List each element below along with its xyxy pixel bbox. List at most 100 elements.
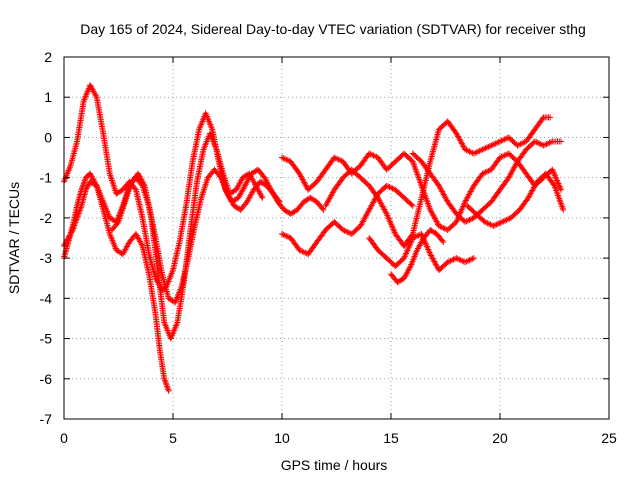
- x-tick-label: 0: [60, 430, 68, 446]
- data-point-marker: [547, 139, 554, 146]
- data-point-marker: [435, 222, 442, 229]
- data-point-marker: [478, 147, 485, 154]
- data-point-marker: [454, 255, 461, 262]
- data-point-marker: [335, 156, 342, 163]
- data-point-marker: [466, 148, 473, 155]
- data-point-marker: [450, 256, 457, 263]
- data-point-marker: [481, 145, 488, 152]
- x-tick-label: 5: [169, 430, 177, 446]
- data-point-marker: [531, 138, 538, 145]
- data-point-marker: [320, 206, 327, 213]
- data-point-marker: [444, 259, 451, 266]
- data-point-marker: [388, 184, 394, 191]
- data-point-marker: [367, 151, 374, 158]
- data-point-marker: [462, 218, 469, 225]
- data-point-marker: [456, 256, 463, 263]
- x-tick-label: 20: [492, 430, 508, 446]
- data-point-marker: [482, 145, 489, 152]
- data-point-marker: [539, 115, 546, 122]
- data-point-marker: [385, 183, 392, 190]
- data-point-marker: [84, 182, 91, 189]
- data-point-marker: [496, 220, 503, 227]
- data-point-marker: [467, 149, 474, 156]
- data-point-marker: [558, 186, 565, 193]
- x-tick-label: 10: [274, 430, 290, 446]
- x-tick-label: 25: [601, 430, 617, 446]
- data-point-marker: [476, 147, 483, 154]
- data-points: [61, 82, 567, 394]
- data-point-marker: [487, 221, 494, 228]
- data-point-marker: [462, 146, 469, 153]
- data-point-marker: [383, 182, 390, 189]
- data-point-marker: [281, 155, 288, 162]
- data-point-marker: [547, 114, 554, 121]
- data-point-marker: [438, 224, 445, 231]
- series-prn-c: [61, 170, 172, 394]
- data-point-marker: [466, 216, 473, 223]
- data-point-marker: [279, 230, 285, 237]
- data-point-marker: [465, 257, 472, 264]
- data-point-marker: [297, 247, 304, 254]
- data-point-marker: [467, 216, 474, 223]
- data-point-marker: [483, 144, 490, 151]
- data-point-marker: [482, 169, 489, 176]
- data-point-marker: [537, 141, 544, 148]
- data-point-marker: [465, 217, 472, 224]
- data-point-marker: [542, 141, 549, 148]
- data-point-marker: [466, 257, 473, 264]
- data-point-marker: [544, 140, 551, 147]
- data-point-marker: [409, 235, 416, 241]
- y-tick-label: -2: [40, 210, 53, 226]
- data-point-marker: [409, 202, 416, 209]
- data-point-marker: [284, 233, 291, 240]
- data-point-marker: [412, 233, 419, 240]
- data-point-marker: [502, 217, 509, 224]
- data-point-marker: [449, 257, 456, 264]
- y-tick-label: -4: [40, 290, 53, 306]
- data-point-marker: [536, 140, 543, 147]
- data-point-marker: [275, 197, 282, 204]
- data-point-marker: [534, 139, 541, 146]
- data-point-marker: [334, 155, 341, 162]
- x-axis-label: GPS time / hours: [281, 457, 388, 473]
- data-point-marker: [446, 258, 453, 265]
- data-point-marker: [495, 139, 502, 146]
- series-prn-a: [61, 82, 327, 294]
- data-point-marker: [481, 169, 488, 176]
- data-point-marker: [299, 248, 306, 255]
- data-point-marker: [281, 232, 288, 239]
- data-point-marker: [463, 258, 470, 265]
- data-point-marker: [540, 142, 547, 149]
- y-tick-label: 2: [44, 49, 52, 65]
- data-point-marker: [340, 226, 347, 233]
- data-point-marker: [280, 155, 287, 162]
- data-point-marker: [283, 232, 290, 239]
- data-point-marker: [499, 137, 506, 144]
- y-tick-label: -5: [40, 331, 53, 347]
- data-point-marker: [453, 255, 460, 262]
- series-prn-i: [409, 138, 565, 225]
- data-point-marker: [499, 218, 506, 225]
- data-point-marker: [494, 139, 501, 146]
- data-point-marker: [462, 259, 469, 266]
- data-point-marker: [472, 149, 479, 156]
- data-point-marker: [440, 224, 447, 231]
- data-point-marker: [465, 147, 472, 154]
- data-point-marker: [498, 153, 505, 160]
- data-point-marker: [457, 257, 464, 264]
- data-point-marker: [486, 220, 493, 227]
- data-point-marker: [497, 154, 503, 161]
- series-prn-h: [366, 230, 477, 274]
- data-point-marker: [543, 141, 550, 148]
- data-point-marker: [488, 142, 495, 149]
- data-point-marker: [475, 148, 482, 155]
- data-point-marker: [463, 147, 470, 154]
- data-point-marker: [517, 141, 524, 148]
- data-point-marker: [366, 150, 373, 157]
- data-point-marker: [447, 257, 454, 264]
- data-point-marker: [386, 184, 393, 191]
- data-point-marker: [459, 257, 466, 264]
- series-prn-f: [279, 182, 416, 258]
- chart-title: Day 165 of 2024, Sidereal Day-to-day VTE…: [80, 21, 586, 37]
